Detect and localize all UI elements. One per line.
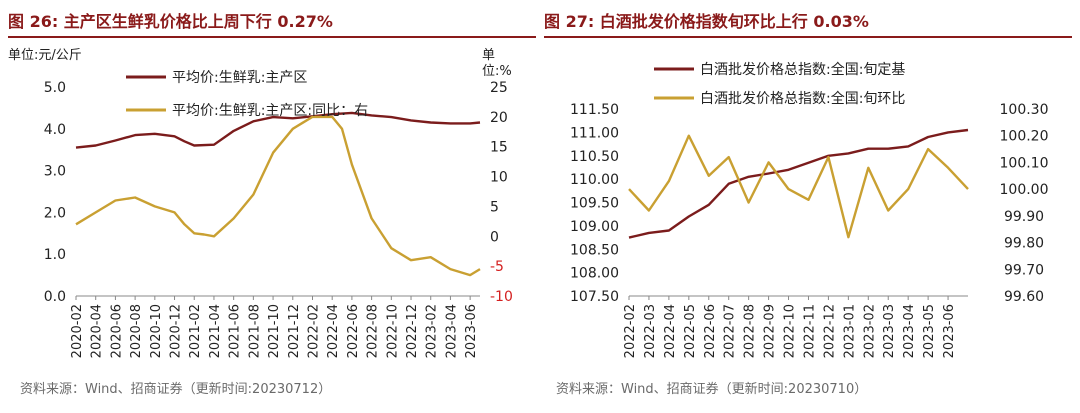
left-tick-label: 111.00	[570, 125, 619, 141]
legend-label-1: 平均价:生鲜乳:主产区	[172, 70, 307, 86]
x-tick-label: 2022-12	[822, 304, 837, 358]
right-tick-label: 25	[490, 80, 508, 96]
x-tick-label: 2023-06	[464, 304, 479, 358]
x-tick-label: 2023-06	[942, 304, 957, 358]
left-tick-label: 108.50	[570, 242, 619, 258]
milk-price-chart: 单位:元/公斤 单位:% 0.0 1.0 2.0 3.0 4.0 5.0 -10 -5 0 5 10 15…	[8, 48, 513, 358]
legend-label-2: 白酒批发价格总指数:全国:旬环比	[700, 90, 905, 107]
series-line-2	[75, 115, 481, 277]
right-tick-label: 15	[490, 140, 508, 156]
right-axis-unit: 单	[482, 48, 495, 63]
right-tick-label: 100.20	[1000, 129, 1049, 145]
x-tick-label: 2021-12	[287, 304, 302, 358]
x-tick-label: 2022-02	[306, 304, 321, 358]
left-tick-label: 109.00	[570, 219, 619, 235]
left-tick-label: 110.00	[570, 172, 619, 188]
right-tick-label: 100.30	[1000, 102, 1049, 118]
x-tick-label: 2020-06	[109, 304, 124, 358]
left-tick-label: 110.50	[570, 149, 619, 165]
x-tick-label: 2020-12	[169, 304, 184, 358]
right-tick-label: 10	[490, 170, 508, 186]
right-tick-label: 99.80	[1004, 236, 1044, 252]
x-tick-label: 2021-06	[228, 304, 243, 358]
right-tick-label: 20	[490, 110, 508, 126]
left-tick-label: 109.50	[570, 196, 619, 212]
series-line-1	[628, 128, 969, 239]
x-tick-label: 2021-08	[247, 304, 262, 358]
x-tick-label: 2020-10	[149, 304, 164, 358]
left-tick-label: 4.0	[44, 122, 66, 138]
x-tick-label: 2022-12	[405, 304, 420, 358]
figure-title: 图 27: 白酒批发价格指数旬环比上行 0.03%	[544, 12, 869, 31]
figure-title: 图 26: 主产区生鲜乳价格比上周下行 0.27%	[8, 12, 333, 31]
right-tick-label: 99.90	[1004, 209, 1044, 225]
right-tick-label: -10	[490, 289, 513, 305]
x-tick-label: 2020-02	[70, 304, 85, 358]
x-tick-label: 2020-04	[90, 304, 105, 358]
x-tick-label: 2022-03	[643, 304, 658, 358]
x-tick-label: 2023-04	[902, 304, 917, 358]
x-tick-label: 2022-06	[703, 304, 718, 358]
x-tick-label: 2022-04	[326, 304, 341, 358]
x-tick-label: 2021-04	[208, 304, 223, 358]
series-line-1	[75, 111, 481, 149]
x-tick-label: 2022-08	[743, 304, 758, 358]
right-tick-label: -5	[490, 259, 504, 275]
title-divider	[544, 36, 1072, 38]
x-tick-label: 2022-04	[663, 304, 678, 358]
series-line-2	[628, 134, 969, 239]
x-tick-label: 2022-10	[783, 304, 798, 358]
left-tick-label: 2.0	[44, 205, 66, 221]
x-tick-label: 2022-11	[802, 304, 817, 358]
left-tick-label: 0.0	[44, 289, 66, 305]
right-tick-label: 0	[490, 229, 499, 245]
x-tick-label: 2023-04	[444, 304, 459, 358]
x-tick-label: 2023-03	[882, 304, 897, 358]
right-axis-unit: 位:%	[482, 64, 512, 79]
left-tick-label: 108.00	[570, 266, 619, 282]
left-tick-label: 3.0	[44, 164, 66, 180]
x-tick-label: 2021-10	[267, 304, 282, 358]
x-tick-label: 2023-05	[922, 304, 937, 358]
x-tick-label: 2022-10	[385, 304, 400, 358]
x-tick-label: 2023-02	[862, 304, 877, 358]
x-tick-label: 2020-08	[129, 304, 144, 358]
x-tick-label: 2022-05	[683, 304, 698, 358]
x-tick-label: 2022-07	[723, 304, 738, 358]
right-tick-label: 99.60	[1004, 289, 1044, 305]
chart-panel-baijiu-index: 图 27: 白酒批发价格指数旬环比上行 0.03% 107.50 108.00 10…	[544, 0, 1072, 413]
source-note: 资料来源：Wind、招商证券（更新时间:20230712）	[20, 382, 332, 397]
x-tick-label: 2022-06	[346, 304, 361, 358]
right-tick-label: 100.00	[1000, 182, 1049, 198]
legend-label-1: 白酒批发价格总指数:全国:旬定基	[700, 61, 905, 78]
right-tick-label: 99.70	[1004, 262, 1044, 278]
x-tick-label: 2023-02	[425, 304, 440, 358]
left-axis-unit: 单位:元/公斤	[8, 48, 82, 63]
x-tick-label: 2021-02	[188, 304, 203, 358]
right-tick-label: 100.10	[1000, 155, 1049, 171]
source-note: 资料来源：Wind、招商证券（更新时间:20230710）	[556, 382, 868, 397]
x-tick-label: 2022-08	[366, 304, 381, 358]
left-tick-label: 5.0	[44, 80, 66, 96]
legend-label-2: 平均价:生鲜乳:主产区:同比：右	[172, 103, 368, 119]
x-tick-label: 2022-02	[623, 304, 638, 358]
x-tick-label: 2022-09	[763, 304, 778, 358]
x-tick-label: 2023-01	[842, 304, 857, 358]
left-tick-label: 107.50	[570, 289, 619, 305]
left-tick-label: 111.50	[570, 102, 619, 118]
chart-panel-milk-price: 图 26: 主产区生鲜乳价格比上周下行 0.27% 单位:元/公斤 单位:% 0.0…	[8, 0, 536, 413]
title-divider	[8, 36, 536, 38]
left-tick-label: 1.0	[44, 247, 66, 263]
right-tick-label: 5	[490, 199, 499, 215]
baijiu-index-chart: 107.50 108.00 108.50 109.00 109.50 110.00 110.…	[570, 61, 1049, 358]
